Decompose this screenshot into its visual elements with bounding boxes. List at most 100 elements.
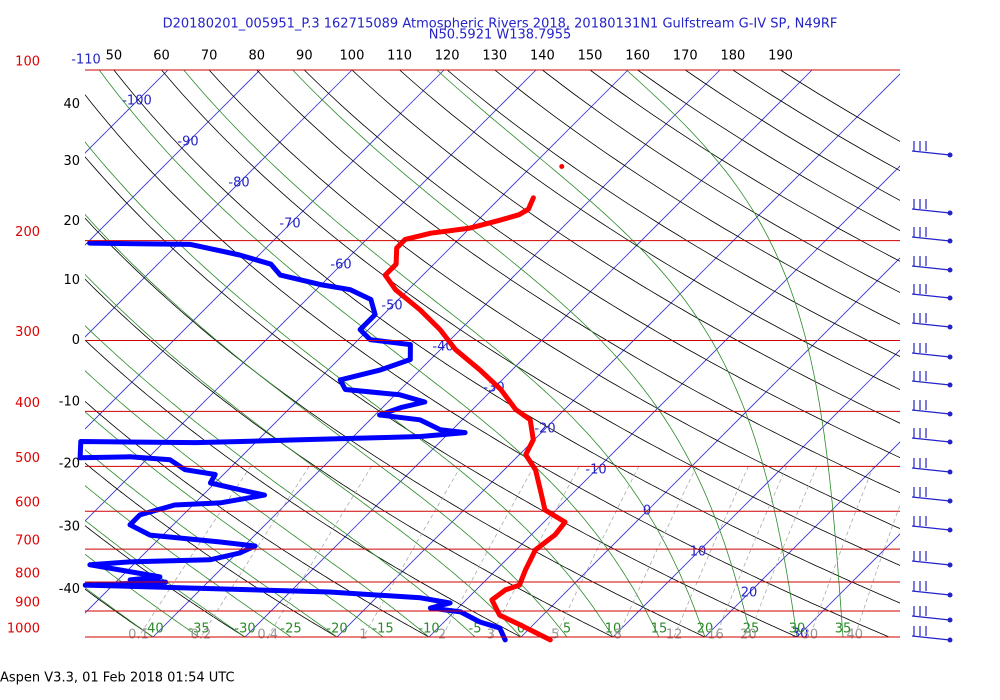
mixing-ratio-label: 0.1 <box>128 628 149 643</box>
isotherm <box>85 70 169 154</box>
dry-adiabat-label: 190 <box>768 49 793 64</box>
dry-adiabat-label: -20 <box>59 456 80 471</box>
isotherm <box>428 165 900 637</box>
barb-dot <box>947 210 953 216</box>
profiles <box>77 164 568 643</box>
dry-adiabat <box>351 70 900 424</box>
barb-staff <box>911 352 951 358</box>
dry-adiabat-label: 160 <box>625 49 650 64</box>
dry-adiabat-label: 90 <box>296 49 313 64</box>
moist-adiabat <box>85 141 614 637</box>
mixing-ratio-line <box>854 504 900 637</box>
barb-dot <box>947 637 953 643</box>
pressure-label: 1000 <box>7 622 40 637</box>
isotherm-label: -100 <box>122 94 152 109</box>
isotherm <box>85 70 445 430</box>
dry-adiabat <box>446 70 900 357</box>
dry-adiabat <box>732 70 900 172</box>
moist-adiabat <box>183 70 706 637</box>
dry-adiabat-label: 100 <box>340 49 365 64</box>
barb-dot <box>947 354 953 360</box>
mixing-ratio-label: 12 <box>666 628 683 643</box>
mixing-ratio-line <box>748 466 818 637</box>
moist-adiabat <box>85 587 154 637</box>
barb-staff <box>911 635 951 641</box>
isotherm-label: -20 <box>534 422 555 437</box>
footer: Aspen V3.3, 01 Feb 2018 01:54 UTC <box>0 671 235 686</box>
mixing-ratio-line <box>554 466 640 637</box>
moist-adiabat-label: -25 <box>280 622 301 637</box>
moist-adiabat-label: -30 <box>234 622 255 637</box>
dry-adiabat <box>85 400 430 637</box>
moist-adiabat <box>292 70 752 637</box>
isotherm-label: -70 <box>279 217 300 232</box>
isotherm <box>85 70 537 522</box>
pressure-label: 500 <box>15 451 40 466</box>
dry-adiabat <box>85 588 154 637</box>
barb-staff <box>911 525 951 531</box>
dry-adiabat <box>542 70 900 293</box>
barb-staff <box>911 467 951 473</box>
moist-adiabat <box>85 553 200 637</box>
dry-adiabat <box>780 70 900 142</box>
barb-staff <box>911 437 951 443</box>
mixing-ratio-label: 1 <box>359 628 367 643</box>
barb-dot <box>947 382 953 388</box>
mixing-ratio-line <box>267 466 372 637</box>
mixing-ratio-line <box>441 466 535 637</box>
pressure-label: 200 <box>15 225 40 240</box>
barb-staff <box>911 560 951 566</box>
mixing-ratio-line <box>809 466 874 637</box>
dry-adiabat-label: 20 <box>63 214 80 229</box>
moist-adiabat-label: -5 <box>469 622 482 637</box>
mixing-ratio-label: 5 <box>551 628 559 643</box>
moist-adiabat <box>85 411 384 637</box>
isotherm <box>152 70 721 637</box>
isotherm <box>336 73 900 637</box>
barb-dot <box>947 411 953 417</box>
isotherm-label: -110 <box>71 53 101 68</box>
moist-adiabat-label: 20 <box>697 622 714 637</box>
dry-adiabat-label: 120 <box>435 49 460 64</box>
dry-adiabat <box>256 70 900 494</box>
isotherm <box>85 70 261 246</box>
dry-adiabat-label: 140 <box>530 49 555 64</box>
mixing-ratio-line <box>715 466 788 637</box>
moist-adiabat-label: -20 <box>326 622 347 637</box>
barb-staff <box>911 150 951 156</box>
barb-staff <box>911 293 951 299</box>
dry-adiabat-label: 0 <box>72 333 80 348</box>
barb-staff <box>911 590 951 596</box>
mixing-ratio-line <box>200 466 310 637</box>
moist-adiabat-label: 30 <box>789 622 806 637</box>
dry-adiabat-label: 110 <box>387 49 412 64</box>
mixing-ratio-label: 3 <box>487 628 495 643</box>
moist-adiabat-label: -15 <box>372 622 393 637</box>
isotherm-label: -80 <box>228 176 249 191</box>
moist-adiabat-label: 35 <box>835 622 852 637</box>
isotherm <box>520 257 900 637</box>
isotherm <box>244 70 813 637</box>
barb-staff <box>911 322 951 328</box>
moist-adiabat <box>85 449 338 637</box>
dry-adiabat-label: 170 <box>673 49 698 64</box>
chart-subtitle: N50.5921 W138.7955 <box>429 28 572 43</box>
barb-staff <box>911 615 951 621</box>
moist-adiabat-label: -10 <box>418 622 439 637</box>
mixing-ratio-label: 20 <box>740 628 757 643</box>
dry-adiabat <box>304 70 900 459</box>
dry-adiabat <box>113 70 900 604</box>
dry-adiabat <box>589 70 900 262</box>
dry-adiabat <box>208 70 900 530</box>
dry-adiabat <box>85 462 338 637</box>
dry-adiabat-label: 180 <box>720 49 745 64</box>
pressure-label: 800 <box>15 567 40 582</box>
mixing-ratio-line <box>673 466 749 637</box>
moist-adiabat-label: 25 <box>743 622 760 637</box>
isotherm <box>85 70 353 338</box>
pressure-label: 400 <box>15 396 40 411</box>
pressure-label: 700 <box>15 534 40 549</box>
barb-dot <box>947 592 953 598</box>
barb-staff <box>911 236 951 242</box>
dry-adiabat <box>85 339 522 637</box>
